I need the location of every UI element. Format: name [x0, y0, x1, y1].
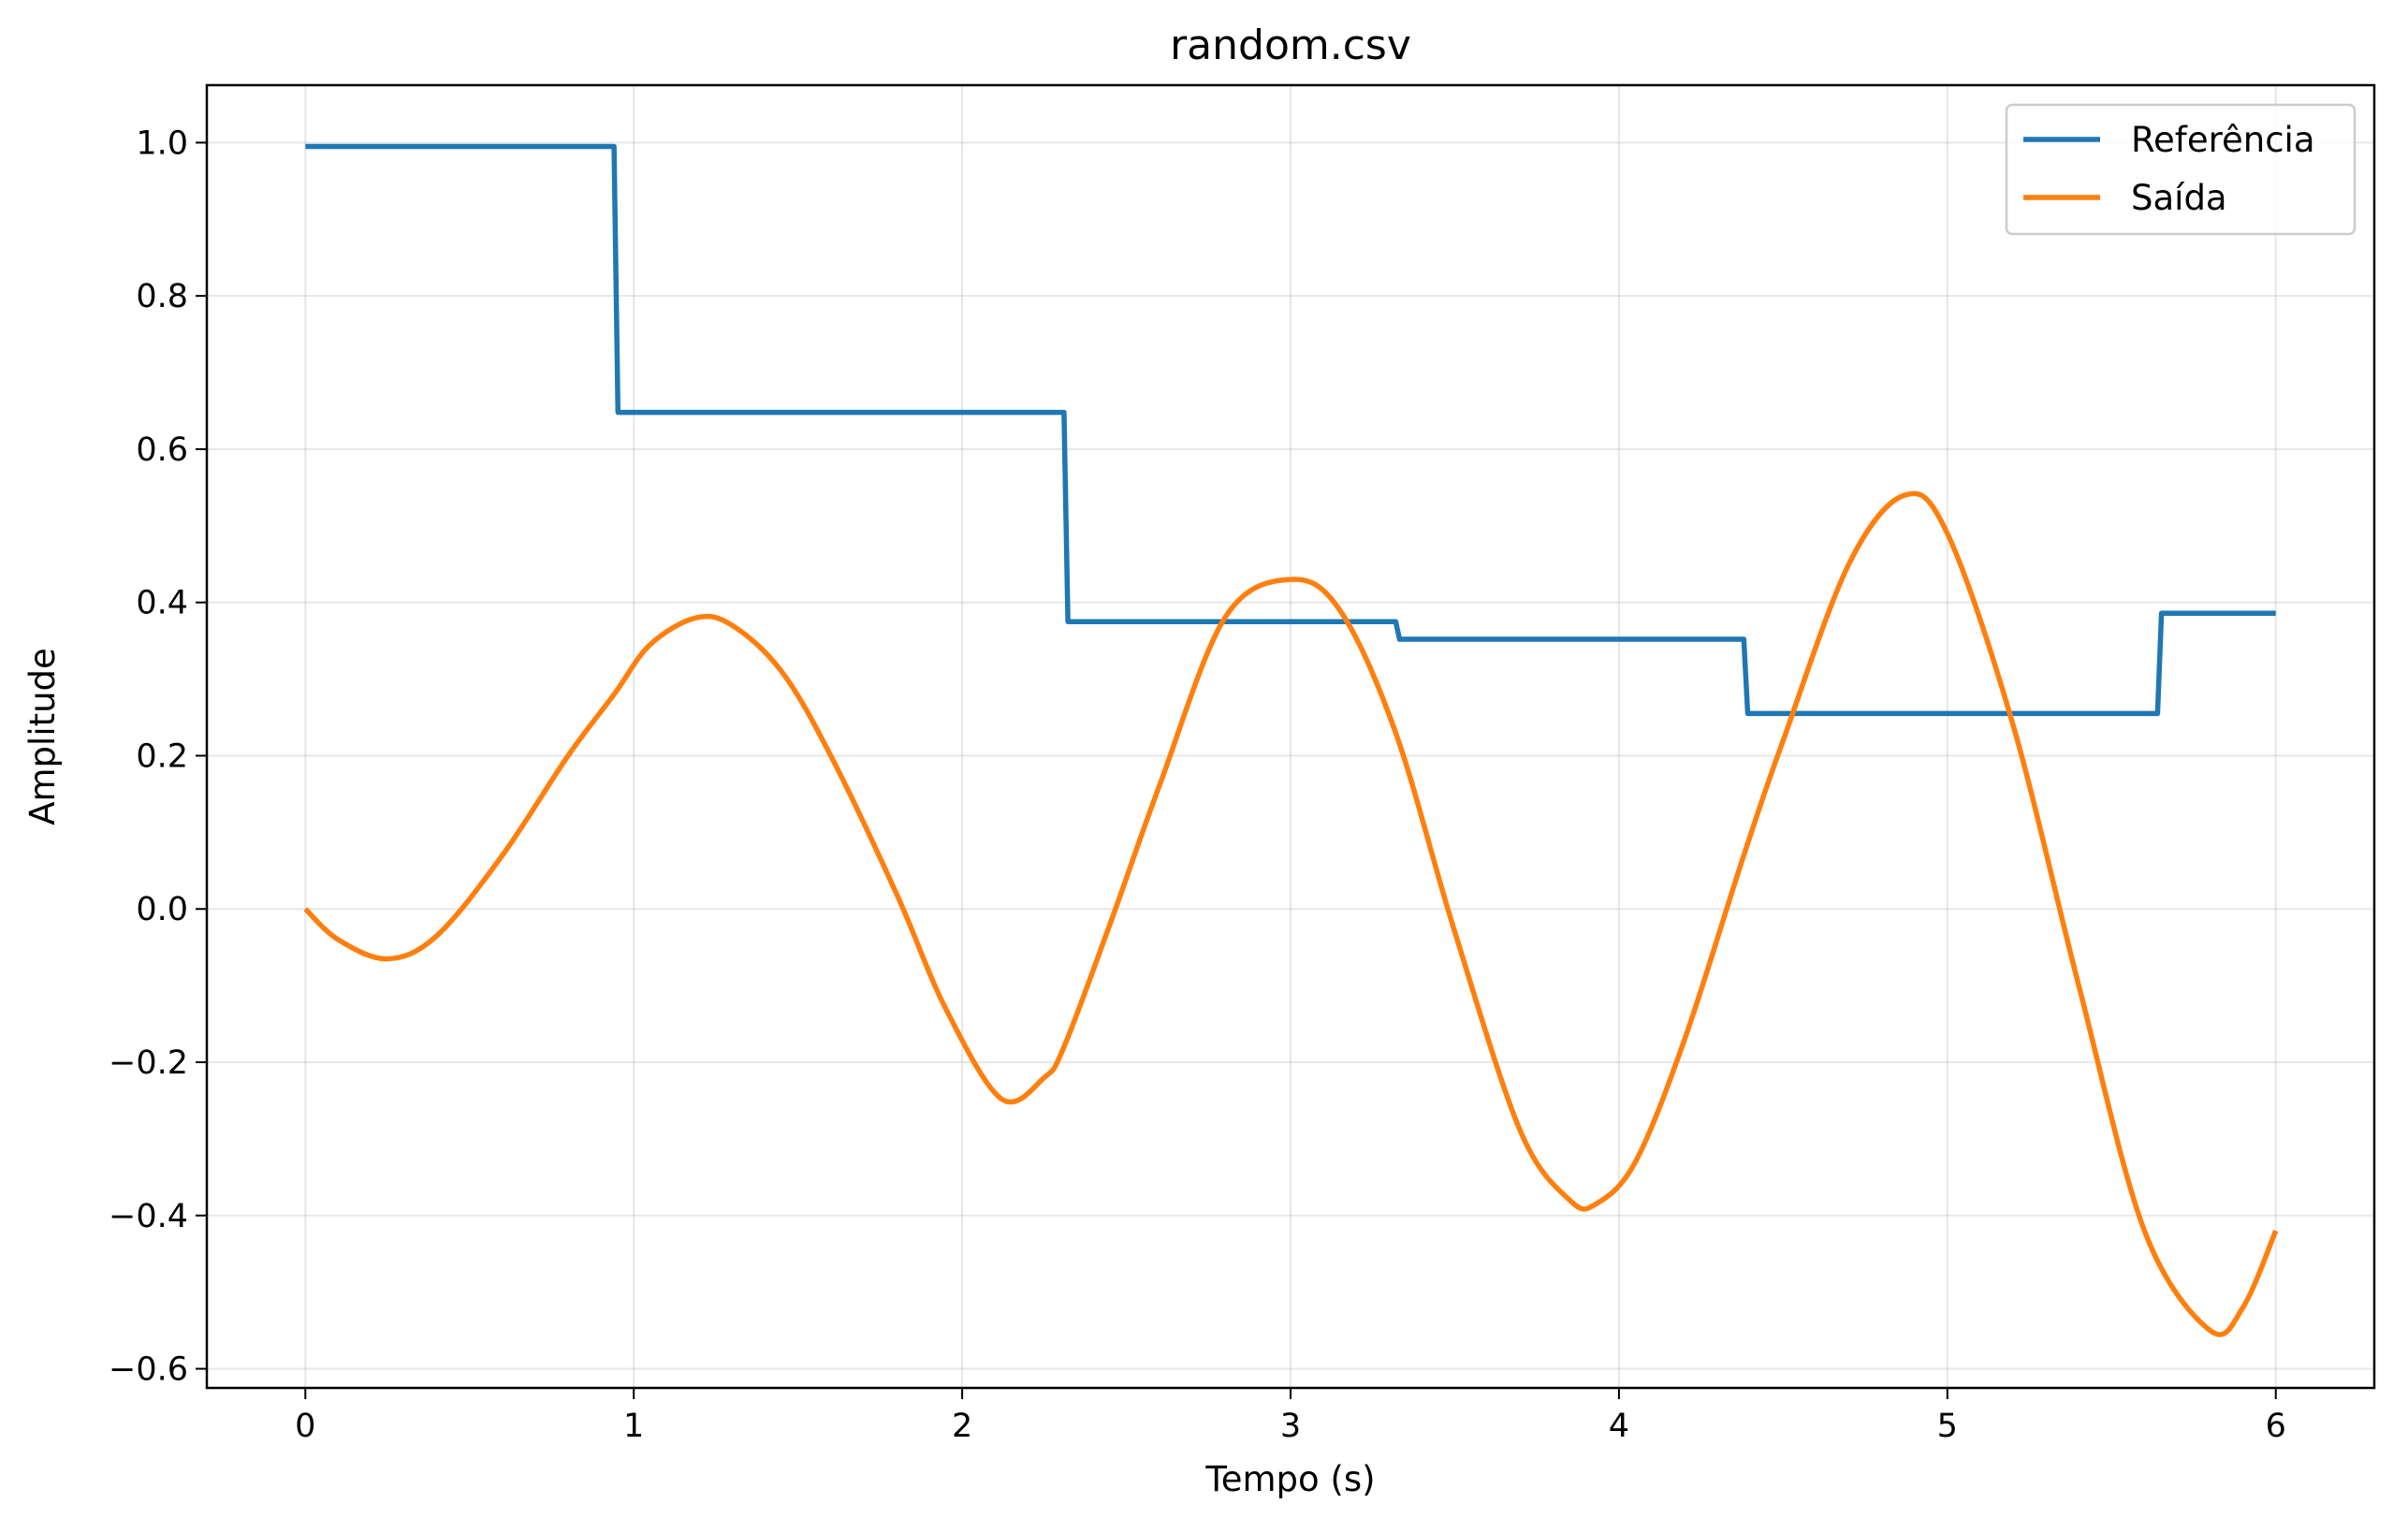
series-line-2	[303, 490, 2279, 1337]
y-axis-label: Amplitude	[22, 648, 63, 825]
x-tick-label: 0	[295, 1408, 315, 1445]
x-tick-label: 4	[1609, 1408, 1629, 1445]
y-tick-label: 0.4	[136, 585, 188, 622]
series-lines	[303, 143, 2279, 1337]
x-axis-ticks: 0 1 2 3 4 5 6	[295, 1388, 2286, 1445]
y-tick-label: −0.4	[109, 1198, 188, 1235]
y-tick-label: −0.2	[109, 1044, 188, 1082]
y-tick-label: 0.2	[136, 737, 188, 775]
y-tick-label: −0.6	[109, 1351, 188, 1389]
y-tick-label: 0.8	[136, 278, 188, 315]
x-tick-label: 2	[952, 1408, 972, 1445]
plot-area	[207, 85, 2374, 1388]
chart-title: random.csv	[1170, 22, 1411, 69]
x-tick-label: 5	[1937, 1408, 1958, 1445]
legend-label: Saída	[2131, 178, 2227, 218]
x-tick-label: 3	[1280, 1408, 1301, 1445]
legend: Referência Saída	[2005, 103, 2357, 236]
y-tick-label: 0.0	[136, 891, 188, 928]
y-tick-label: 0.6	[136, 431, 188, 469]
x-tick-label: 1	[623, 1408, 644, 1445]
y-tick-label: 1.0	[136, 124, 188, 162]
series-line-1	[305, 143, 2276, 717]
legend-label: Referência	[2131, 120, 2315, 160]
y-axis-ticks: −0.6 −0.4 −0.2 0.0 0.2 0.4 0.6 0.8 1.0	[109, 124, 207, 1389]
x-axis-label: Tempo (s)	[1204, 1459, 1375, 1499]
x-tick-label: 6	[2266, 1408, 2286, 1445]
